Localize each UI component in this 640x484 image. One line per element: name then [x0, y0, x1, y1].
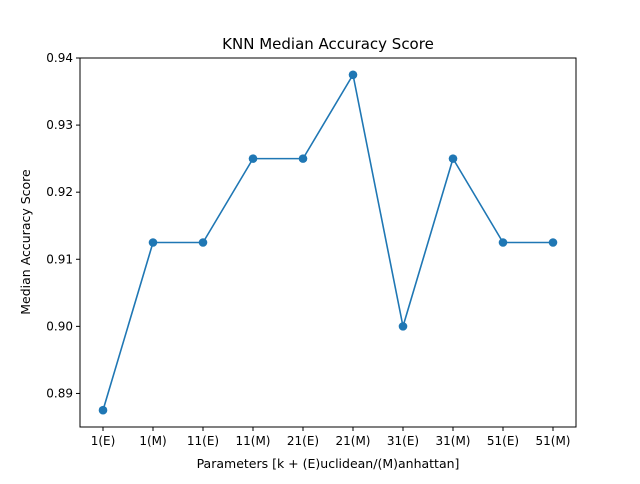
plot-area: 0.89 0.90 0.91 0.92 0.93 0.94 1(E) 1(M) 11(E) 11(… [46, 51, 570, 448]
x-tick-label: 11(M) [236, 434, 271, 448]
data-point [148, 238, 158, 247]
y-tick-label: 0.90 [46, 319, 73, 333]
data-point [448, 154, 458, 163]
data-point [548, 238, 558, 247]
x-tick-label: 31(M) [436, 434, 471, 448]
x-tick-label: 51(E) [487, 434, 519, 448]
x-tick-label: 21(M) [336, 434, 371, 448]
y-tick-label: 0.93 [46, 118, 73, 132]
series-line [102, 73, 553, 411]
chart-title: KNN Median Accuracy Score [222, 35, 434, 53]
data-point [498, 238, 508, 247]
y-tick-label: 0.92 [46, 185, 73, 199]
x-tick-label: 1(E) [91, 434, 116, 448]
x-tick-label: 31(E) [387, 434, 419, 448]
y-axis-label: Median Accuracy Score [18, 169, 33, 315]
data-point [198, 238, 208, 247]
data-point [248, 154, 258, 163]
data-point [398, 322, 408, 331]
x-tick-label: 11(E) [187, 434, 219, 448]
data-point [348, 70, 358, 80]
y-tick-label: 0.91 [46, 252, 73, 266]
data-point [298, 154, 308, 163]
data-point [98, 405, 108, 415]
axes-frame [79, 57, 577, 428]
x-axis-label: Parameters [k + (E)uclidean/(M)anhattan] [197, 456, 460, 471]
x-tick-label: 21(E) [287, 434, 319, 448]
x-tick-label: 51(M) [536, 434, 571, 448]
x-tick-label: 1(M) [139, 434, 166, 448]
y-tick-label: 0.94 [46, 51, 73, 65]
y-tick-label: 0.89 [46, 386, 73, 400]
